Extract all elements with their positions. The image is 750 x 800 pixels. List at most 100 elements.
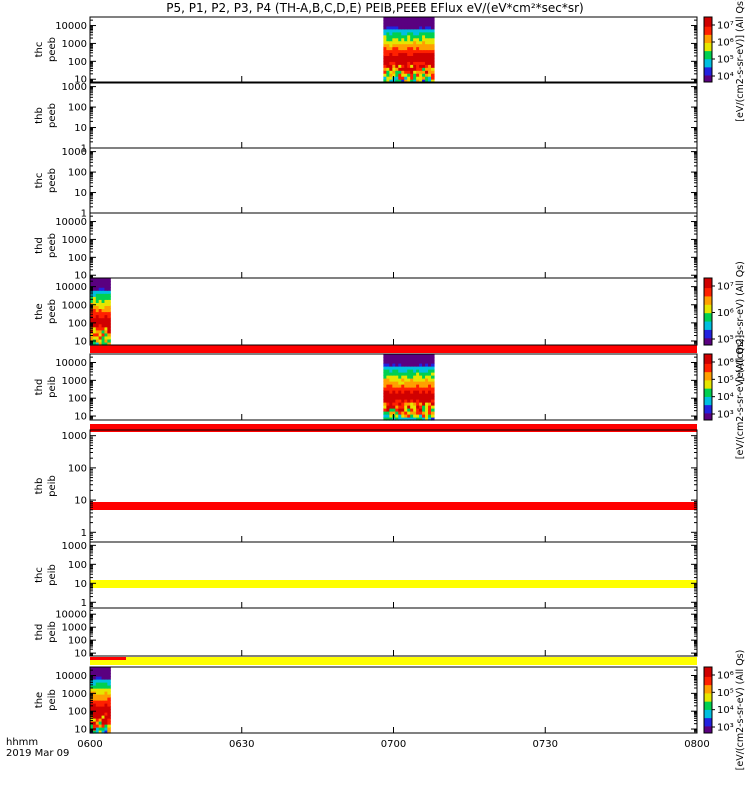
spectrogram-cell xyxy=(425,396,429,400)
spectrogram-cell xyxy=(386,357,390,361)
spectrogram-cell xyxy=(422,417,426,421)
spectrogram-cell xyxy=(92,290,97,294)
spectrogram-cell xyxy=(101,296,106,300)
spectrogram-cell xyxy=(395,396,399,400)
spectrogram-cell xyxy=(395,73,399,77)
date-label: 2019 Mar 09 xyxy=(6,748,70,759)
spectrogram-cell xyxy=(410,22,414,27)
spectrogram-cell xyxy=(430,58,435,62)
spectrogram-cell xyxy=(425,378,429,382)
spectrogram-cell xyxy=(419,25,423,30)
spectrogram-cell xyxy=(101,703,106,707)
spectrogram-cell xyxy=(101,335,106,340)
spectrogram-cell xyxy=(428,402,432,406)
spectrogram-cell xyxy=(422,40,426,45)
spectrogram-cell xyxy=(95,706,100,710)
spectrogram-cell xyxy=(389,369,393,373)
spectrogram-cell xyxy=(395,378,399,382)
spectrogram-cell xyxy=(401,28,405,33)
spectrogram-cell xyxy=(422,67,426,71)
spectrogram-cell xyxy=(98,685,103,689)
spectrogram-cell xyxy=(104,284,108,288)
spectrogram-cell xyxy=(107,691,111,695)
spectrogram-cell xyxy=(101,688,106,692)
spectrogram-cell xyxy=(419,387,423,391)
spectrogram-cell xyxy=(383,354,387,358)
colorbar-cell xyxy=(704,334,712,338)
spectrogram-cell xyxy=(413,37,417,42)
colorbar-cell xyxy=(704,38,712,41)
colorbar-title: [eV/(cm2-s-sr-eV) (All Qs) xyxy=(735,261,746,382)
spectrogram-cell xyxy=(425,408,429,412)
spectrogram-cell xyxy=(430,393,435,397)
colorbar-cell xyxy=(704,695,712,698)
colorbar-cell xyxy=(704,33,712,36)
spectrogram-cell xyxy=(398,40,402,45)
colorbar-cell xyxy=(704,65,712,68)
spectrogram-cell xyxy=(398,381,402,385)
spectrogram-cell xyxy=(386,25,390,30)
spectrogram-cell xyxy=(413,31,417,36)
spectrogram-cell xyxy=(422,354,426,358)
spectrogram-cell xyxy=(98,281,103,285)
y-tick-label: 10 xyxy=(74,271,87,282)
spectrogram-cell xyxy=(101,293,106,297)
spectrogram-cell xyxy=(404,70,408,74)
spectrogram-cell xyxy=(416,417,420,421)
spectrogram-cell xyxy=(392,417,396,421)
spectrogram-cell xyxy=(425,402,429,406)
spectrogram-cell xyxy=(383,405,387,409)
spectrogram-cell xyxy=(401,384,405,388)
spectrogram-cell xyxy=(410,402,414,406)
y-label-line2: peeb xyxy=(47,168,58,193)
spectrogram-cell xyxy=(107,293,111,297)
colorbar-cell xyxy=(704,680,712,683)
spectrogram-cell xyxy=(425,363,429,367)
spectrogram-cell xyxy=(419,396,423,400)
spectrogram-cell xyxy=(92,673,97,677)
spectrogram-cell xyxy=(90,667,94,671)
spectrogram-cell xyxy=(428,40,432,45)
spectrogram-cell xyxy=(419,61,423,65)
x-tick-label: 0700 xyxy=(381,739,406,750)
spectrogram-cell xyxy=(389,67,393,71)
spectrogram-cell xyxy=(392,58,396,62)
spectrogram-cell xyxy=(101,320,106,325)
spectrogram-cell xyxy=(101,341,106,346)
spectrogram-cell xyxy=(410,366,414,370)
spectrogram-cell xyxy=(92,730,97,734)
spectrogram-cell xyxy=(401,52,405,57)
spectrogram-cell xyxy=(383,52,387,57)
spectrogram-cell xyxy=(401,76,405,80)
spectrogram-cell xyxy=(422,357,426,361)
spectrogram-cell xyxy=(428,46,432,51)
spectrogram-cell xyxy=(98,715,103,719)
colorbar-1 xyxy=(704,17,712,83)
colorbar-cell xyxy=(704,358,712,362)
colorbar-cell xyxy=(704,309,712,312)
spectrogram-cell xyxy=(389,378,393,382)
spectrogram-cell xyxy=(90,721,94,725)
colorbar-cell xyxy=(704,333,712,336)
spectrogram-cell xyxy=(419,73,423,77)
spectrogram-cell xyxy=(404,73,408,77)
spectrogram-cell xyxy=(413,73,417,77)
spectrogram-cell xyxy=(430,61,435,65)
spectrogram-cell xyxy=(425,37,429,42)
colorbar-cell xyxy=(704,18,712,21)
y-label-line1: thd xyxy=(34,624,45,641)
spectrogram-cell xyxy=(404,414,408,418)
spectrogram-cell xyxy=(104,682,108,686)
spectrogram-cell xyxy=(425,417,429,421)
spectrogram-cell xyxy=(383,28,387,33)
spectrogram-cell xyxy=(101,721,106,725)
colorbar-cell xyxy=(704,288,712,291)
y-tick-label: 10000 xyxy=(55,282,87,293)
spectrogram-cell xyxy=(383,17,387,21)
spectrogram-cell xyxy=(395,19,399,24)
spectrogram-cell xyxy=(428,375,432,379)
spectrogram-cell xyxy=(422,28,426,33)
status-bar-5 xyxy=(90,657,697,665)
spectrogram-cell xyxy=(395,70,399,74)
spectrogram-cell xyxy=(401,354,405,358)
